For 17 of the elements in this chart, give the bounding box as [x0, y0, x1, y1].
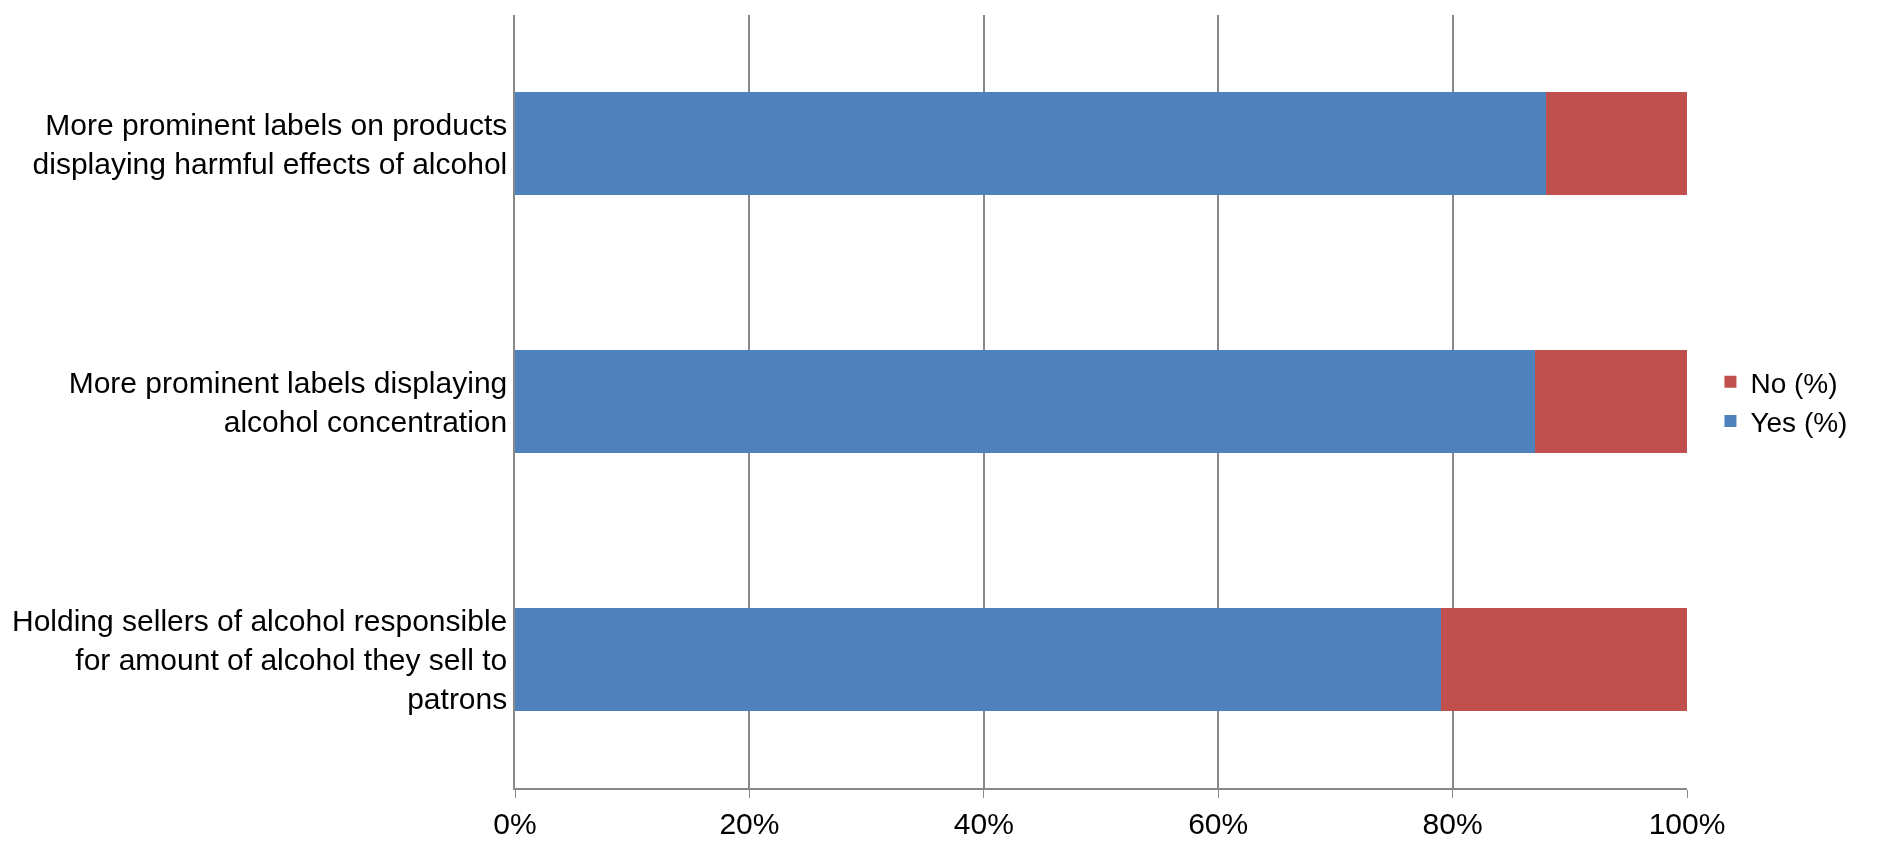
legend-label: No (%): [1750, 367, 1838, 399]
y-tick-label: More prominent labels displaying alcohol concentration: [68, 365, 508, 438]
bar: [1534, 349, 1687, 454]
y-tick-label: More prominent labels on products displaying harmful effects of alcohol: [32, 107, 508, 180]
x-tick-label: 0%: [493, 806, 537, 840]
x-tick-label: 100%: [1648, 806, 1726, 840]
bar: [1440, 607, 1687, 711]
bar: [1546, 92, 1687, 196]
x-tick-label: 80%: [1422, 806, 1483, 840]
bar: [515, 349, 1535, 454]
bar: [515, 92, 1547, 196]
legend-label: Yes (%): [1750, 407, 1848, 439]
x-tick-label: 20%: [719, 806, 780, 840]
bar: [515, 607, 1441, 711]
x-tick-label: 40%: [953, 806, 1014, 840]
x-tick-label: 60%: [1188, 806, 1249, 840]
y-tick-label: Holding sellers of alcohol responsible for amount of alcohol they sell to patrons: [11, 603, 508, 715]
